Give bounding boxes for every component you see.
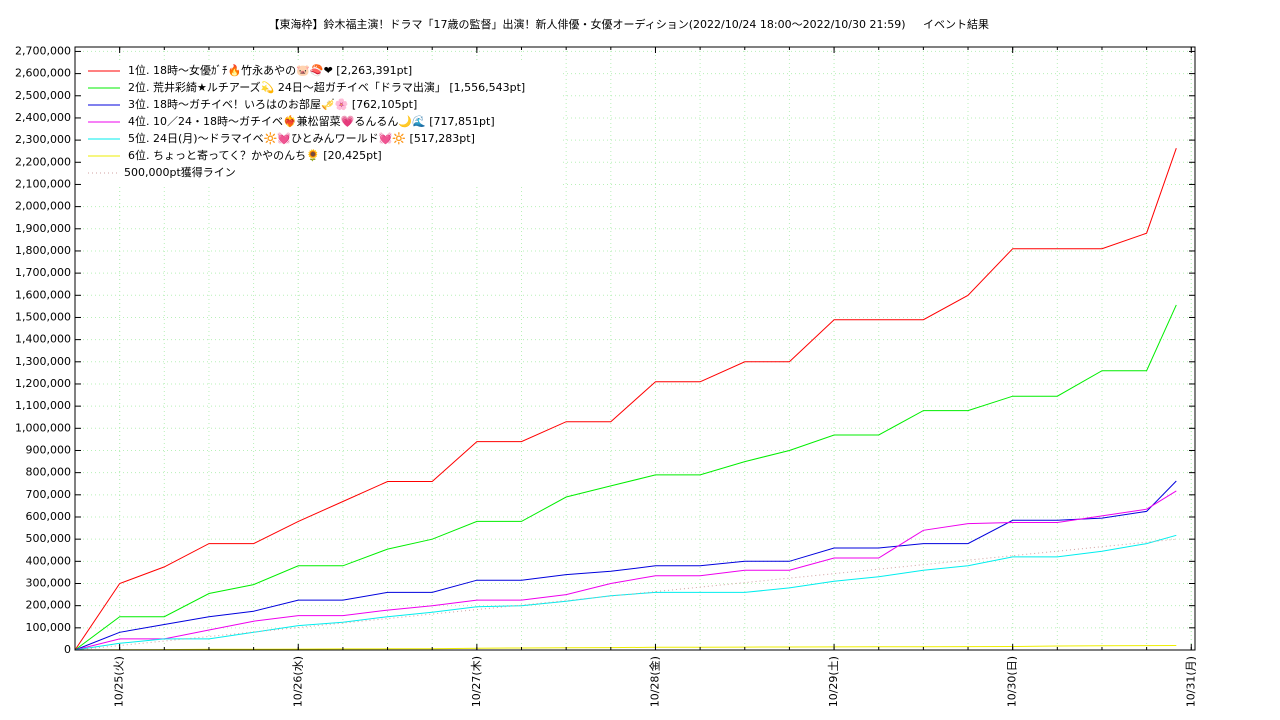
x-tick-label: 10/28(金) — [647, 656, 661, 707]
series-line — [74, 304, 1177, 651]
y-tick-label: 1,800,000 — [15, 244, 71, 257]
y-tick-label: 800,000 — [26, 466, 72, 479]
y-tick-label: 100,000 — [26, 621, 72, 634]
y-tick-label: 2,000,000 — [15, 200, 71, 213]
legend-label: 6位. ちょっと寄ってく？かやのんち🌻 [20,425pt] — [128, 148, 382, 162]
y-tick-label: 300,000 — [26, 576, 72, 589]
x-tick-label: 10/25(火) — [113, 656, 126, 707]
y-tick-label: 1,500,000 — [15, 310, 71, 323]
x-tick-label: 10/27(木) — [470, 656, 483, 707]
y-tick-label: 1,400,000 — [15, 333, 71, 346]
y-tick-label: 2,300,000 — [15, 133, 71, 146]
y-tick-label: 900,000 — [26, 443, 72, 456]
y-tick-label: 500,000 — [26, 532, 72, 545]
series-line — [74, 480, 1177, 651]
legend: 1位. 18時〜女優ｶﾞﾁ🔥竹永あやの🐷🍣❤ [2,263,391pt] 2位. … — [80, 60, 560, 185]
y-tick-label: 1,700,000 — [15, 266, 71, 279]
y-tick-label: 700,000 — [26, 488, 72, 501]
legend-label: 1位. 18時〜女優ｶﾞﾁ🔥竹永あやの🐷🍣❤ [2,263,391pt] — [128, 63, 412, 77]
legend-label: 3位. 18時〜ガチイベ！いろはのお部屋🎺🌸 [762,105pt] — [128, 97, 417, 111]
series-line — [74, 148, 1177, 651]
y-tick-label: 2,400,000 — [15, 111, 71, 124]
x-tick-label: 10/26(水) — [291, 656, 304, 707]
x-tick-label: 10/30(日) — [1006, 656, 1019, 707]
y-tick-label: 2,500,000 — [15, 89, 71, 102]
plot-frame — [74, 46, 1196, 651]
y-tick-label: 1,200,000 — [15, 377, 71, 390]
series-line — [74, 490, 1177, 651]
y-tick-label: 600,000 — [26, 510, 72, 523]
legend-label: 500,000pt獲得ライン — [124, 166, 236, 179]
y-tick-label: 200,000 — [26, 599, 72, 612]
grid — [74, 47, 1195, 651]
y-tick-label: 2,100,000 — [15, 177, 71, 190]
lines — [74, 148, 1177, 651]
y-tick-label: 1,100,000 — [15, 399, 71, 412]
legend-box — [80, 60, 560, 185]
series-line — [74, 538, 1177, 651]
y-tick-label: 1,900,000 — [15, 222, 71, 235]
y-tick-label: 1,600,000 — [15, 288, 71, 301]
y-tick-label: 2,200,000 — [15, 155, 71, 168]
chart-title: 【東海枠】鈴木福主演！ドラマ「17歳の監督」出演！新人俳優・女優オーディション(… — [268, 17, 905, 31]
series-line — [74, 534, 1177, 651]
x-tick-label: 10/31(月) — [1184, 656, 1197, 707]
y-tick-label: 1,000,000 — [15, 421, 71, 434]
y-tick-label: 0 — [64, 643, 71, 656]
y-tick-label: 1,300,000 — [15, 355, 71, 368]
y-tick-label: 400,000 — [26, 554, 72, 567]
legend-label: 4位. 10／24・18時〜ガチイベ❤️‍🔥兼松留菜💗るんるん🌙🌊 [717,8… — [128, 114, 495, 128]
x-tick-label: 10/29(土) — [827, 656, 840, 707]
legend-label: 2位. 荒井彩綺★ルチアーズ💫 24日〜超ガチイベ「ドラマ出演」 [1,556,… — [128, 80, 525, 95]
y-tick-label: 2,700,000 — [15, 44, 71, 57]
series-line — [74, 645, 1177, 651]
legend-label: 5位. 24日(月)〜ドラマイベ🔆💓ひとみんワールド💓🔆 [517,283pt] — [128, 131, 475, 145]
chart-subtitle: イベント結果 — [923, 17, 989, 31]
y-tick-label: 2,600,000 — [15, 67, 71, 80]
axes: 0 100,000 200,000 300,000 400,000 500,000 600,… — [15, 44, 1197, 707]
